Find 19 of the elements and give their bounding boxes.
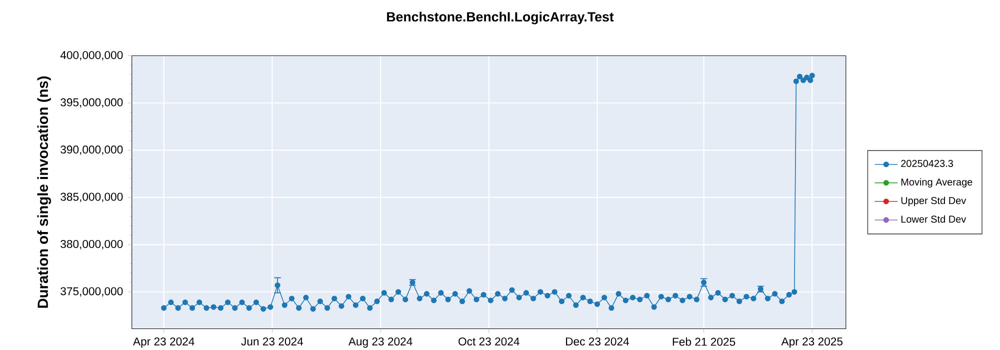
x-tick-label: Jun 23 2024 <box>241 337 304 346</box>
legend-label: Upper Std Dev <box>901 196 966 206</box>
x-tick-label: Dec 23 2024 <box>566 337 630 346</box>
legend-label: Moving Average <box>901 178 972 188</box>
y-axis-title: Duration of single invocation (ns) <box>37 76 51 308</box>
legend-label: Lower Std Dev <box>901 215 966 223</box>
legend-label: 20250423.3 <box>901 160 953 167</box>
x-tick-label: Oct 23 2024 <box>458 337 520 346</box>
x-tick-label: Feb 21 2025 <box>672 337 736 346</box>
y-tick-label: 390,000,000 <box>60 146 123 155</box>
x-tick-label: Aug 23 2024 <box>348 337 412 348</box>
y-tick-label: 380,000,000 <box>60 240 123 250</box>
chart-title: Benchstone.BenchI.LogicArray.Test <box>387 12 614 24</box>
y-tick-label: 385,000,000 <box>60 192 123 202</box>
y-tick-label: 395,000,000 <box>60 98 123 108</box>
y-tick-label: 375,000,000 <box>60 287 123 297</box>
x-tick-label: Apr 23 2025 <box>781 337 843 348</box>
x-tick-label: Apr 23 2024 <box>132 337 194 348</box>
y-tick-label: 400,000,000 <box>60 51 123 60</box>
